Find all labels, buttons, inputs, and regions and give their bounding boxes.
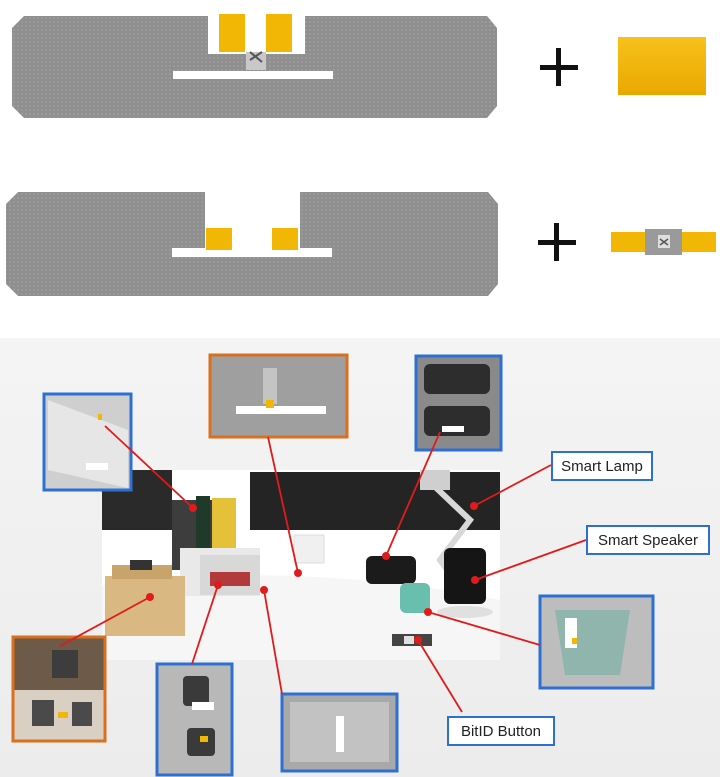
label-smart-speaker: Smart Speaker xyxy=(586,525,710,555)
inset-photo-antenna-closeup xyxy=(208,353,349,439)
label-smart-lamp-text: Smart Lamp xyxy=(561,457,643,475)
antenna-pad-right xyxy=(266,14,292,52)
antenna-pad-left xyxy=(206,228,232,250)
label-smart-lamp: Smart Lamp xyxy=(551,451,653,481)
label-smart-speaker-text: Smart Speaker xyxy=(597,531,699,549)
leader-lines xyxy=(59,425,587,713)
rfid-antenna-top xyxy=(12,14,497,118)
antenna-pad-right xyxy=(272,228,298,250)
inset-photo-mug xyxy=(538,594,655,690)
leader-dots xyxy=(146,502,479,644)
rfid-antenna-middle xyxy=(6,192,498,296)
plus-sign-top xyxy=(540,48,578,86)
label-bitid-button-text: BitID Button xyxy=(460,722,542,740)
label-bitid-button: BitID Button xyxy=(447,716,555,746)
gold-label-piece xyxy=(618,37,706,95)
inset-photo-box-latch xyxy=(11,635,107,743)
inset-photo-glass xyxy=(42,392,133,492)
desk-scene-photo xyxy=(102,470,500,660)
inset-photo-phone xyxy=(414,354,503,452)
inset-photo-drawer-inside xyxy=(280,692,399,773)
inset-photo-drawer-handle xyxy=(155,662,234,777)
plus-sign-middle xyxy=(538,223,576,261)
antenna-pad-left xyxy=(219,14,245,52)
chip-strap xyxy=(611,229,716,255)
